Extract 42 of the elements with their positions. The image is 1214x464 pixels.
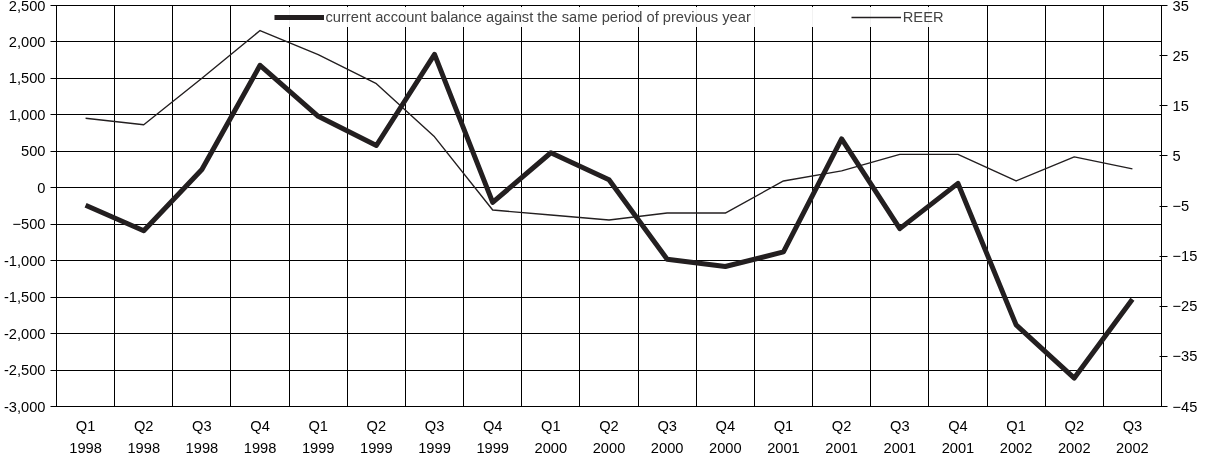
category-label: Q2 1998 [127,417,161,456]
y2-tick-label: 5 [1172,147,1181,164]
y-tick-label: -3,000 [3,398,46,415]
y2-tick-label: −5 [1172,198,1190,214]
category-label: Q4 1999 [476,417,509,456]
y-tick-label: 500 [21,143,46,160]
y2-tick-label: 25 [1172,47,1189,64]
category-label: Q4 1998 [243,417,277,456]
category-label: Q3 1998 [185,417,219,456]
category-label: Q3 2002 [1116,417,1149,456]
category-label: Q1 2001 [767,417,800,456]
category-label: Q2 1999 [360,417,393,456]
category-label: Q2 2002 [1057,417,1091,456]
y2-tick-label: −15 [1172,248,1198,265]
category-label: Q1 2000 [534,417,568,456]
category-label: Q4 2000 [709,417,742,456]
y2-tick-label: −45 [1172,398,1198,415]
y-tick-label: -2,000 [3,325,46,342]
y-tick-label: -2,500 [3,362,46,379]
category-label: Q3 2001 [883,417,917,456]
category-label: Q1 1999 [301,417,335,456]
category-label: Q2 2001 [825,417,858,456]
legend-label: REER [902,9,944,25]
y2-tick-label: −35 [1172,348,1198,365]
category-label: Q3 1999 [418,417,451,456]
y-tick-label: 0 [37,179,46,196]
category-label: Q1 2002 [999,417,1033,456]
y-tick-label: 1,500 [8,70,46,87]
legend-label: current account balance against the same period of previous year [325,9,751,25]
y2-tick-label: 15 [1172,97,1189,114]
category-label: Q1 1998 [69,417,102,456]
y-tick-label: −500 [12,216,46,233]
y-tick-label: 2,000 [8,33,46,50]
y-tick-label: -1,000 [3,252,46,269]
y2-tick-label: −25 [1172,298,1198,315]
y-tick-label: -1,500 [3,289,46,306]
y2-tick-label: 35 [1172,0,1189,14]
category-label: Q2 2000 [592,417,626,456]
category-label: Q4 2001 [941,417,975,456]
y-tick-label: 1,000 [8,106,46,123]
category-label: Q3 2000 [650,417,684,456]
y-tick-label: 2,500 [8,0,46,14]
